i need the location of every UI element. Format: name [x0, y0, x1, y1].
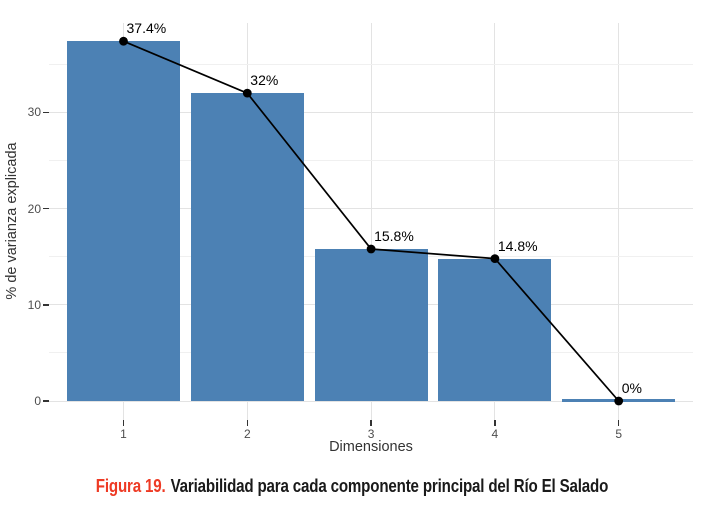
x-tick-label-2: 2	[243, 427, 251, 441]
point-label-1: 37.4%	[126, 20, 167, 37]
bar-dimension-4	[438, 258, 552, 401]
figure-caption: Figura 19. Variabilidad para cada compone…	[0, 474, 704, 498]
y-tick-label-10: 10	[27, 297, 41, 312]
y-tick-label-30: 30	[27, 105, 41, 120]
y-axis-title: % de varianza explicada	[4, 142, 20, 300]
x-tick-1	[122, 420, 125, 426]
y-tick-30	[43, 111, 49, 114]
y-tick-10	[43, 304, 49, 306]
x-tick-2	[246, 420, 249, 426]
x-axis-title: Dimensiones	[329, 439, 413, 455]
bar-dimension-1	[67, 41, 180, 401]
x-tick-label-4: 4	[491, 427, 499, 441]
caption-figure-number: Figura 19.	[95, 476, 166, 496]
y-tick-label-0: 0	[34, 394, 41, 408]
x-tick-label-3: 3	[367, 427, 375, 441]
v-gridline-dim-5	[618, 23, 620, 420]
x-tick-label-1: 1	[120, 427, 127, 441]
y-tick-0	[43, 400, 49, 402]
bar-dimension-3	[314, 249, 428, 401]
caption-text: Variabilidad para cada componente princi…	[170, 476, 609, 496]
y-tick-label-20: 20	[27, 201, 41, 216]
point-label-5: 0%	[621, 380, 642, 396]
x-tick-5	[617, 420, 620, 426]
point-label-2: 32%	[250, 72, 279, 89]
point-label-4: 14.8%	[497, 237, 538, 254]
bar-dimension-2	[190, 93, 304, 401]
x-tick-label-5: 5	[615, 427, 623, 441]
bar-dimension-5	[562, 398, 676, 402]
point-label-3: 15.8%	[374, 228, 414, 244]
y-tick-20	[43, 207, 49, 210]
x-tick-3	[370, 420, 372, 426]
x-tick-4	[494, 420, 496, 426]
scree-chart: % de varianza explicada Dimensiones 37.4…	[4, 20, 693, 455]
